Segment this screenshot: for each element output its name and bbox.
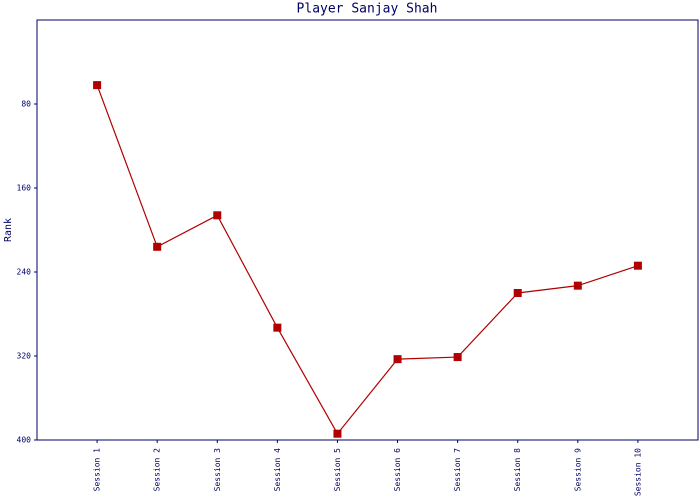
x-tick-label: Session 1 xyxy=(93,448,102,492)
point-marker xyxy=(93,81,102,90)
x-tick-label: Session 6 xyxy=(393,448,402,492)
point-marker xyxy=(333,429,342,438)
point-marker xyxy=(393,355,402,364)
point-marker xyxy=(273,323,282,332)
series-line xyxy=(96,84,639,435)
point-marker xyxy=(213,211,222,220)
x-tick-label: Session 7 xyxy=(453,448,462,492)
point-marker xyxy=(633,261,642,270)
chart-title: Player Sanjay Shah xyxy=(297,2,438,17)
y-axis-label: Rank xyxy=(3,218,14,242)
x-tick-label: Session 9 xyxy=(573,448,582,492)
y-tick-label: 160 xyxy=(17,184,32,193)
point-marker xyxy=(153,242,162,251)
x-tick-label: Session 2 xyxy=(153,448,162,492)
point-marker xyxy=(453,353,462,362)
x-tick-label: Session 4 xyxy=(273,448,282,492)
x-tick-label: Session 3 xyxy=(213,448,222,492)
x-tick-label: Session 5 xyxy=(333,448,342,492)
y-tick-label: 80 xyxy=(21,100,31,109)
y-tick-label: 240 xyxy=(17,268,32,277)
y-tick-label: 320 xyxy=(17,352,32,361)
point-marker xyxy=(573,281,582,290)
y-tick-label: 400 xyxy=(17,436,32,445)
plot-frame xyxy=(36,19,699,441)
point-marker xyxy=(513,289,522,297)
x-tick-label: Session 8 xyxy=(513,448,522,492)
x-tick-label: Session 10 xyxy=(633,448,642,496)
